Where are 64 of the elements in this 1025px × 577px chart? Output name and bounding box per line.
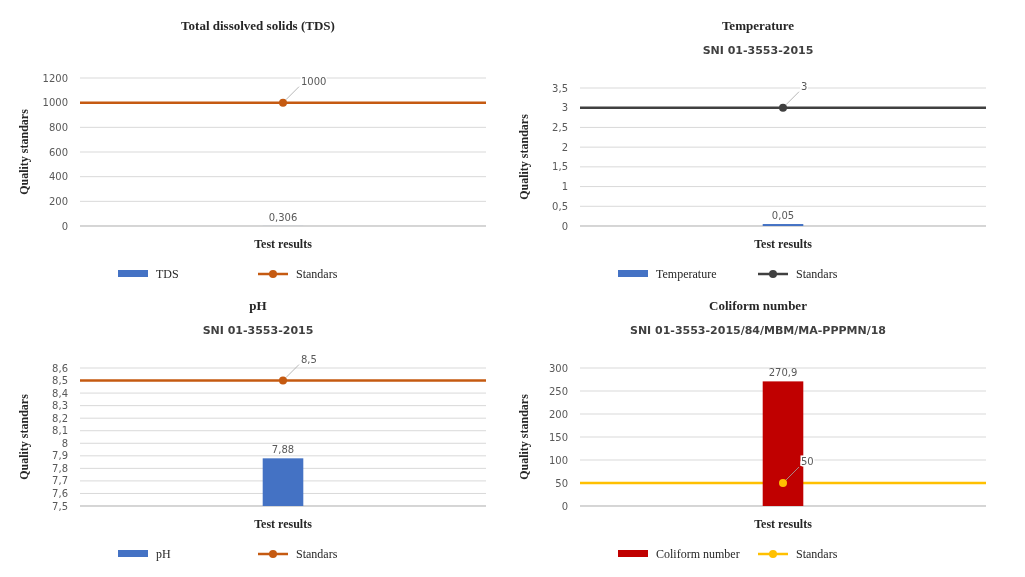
y-tick-label: 1000	[42, 97, 68, 109]
y-tick-label: 8,3	[52, 400, 68, 412]
y-tick-label: 200	[548, 408, 568, 420]
y-tick-label: 8,2	[52, 412, 68, 424]
legend-label: TDS	[156, 267, 179, 282]
legend-label: Coliform number	[656, 547, 740, 562]
x-axis-title: Test results	[254, 517, 313, 531]
data-label: 0,05	[771, 210, 795, 222]
data-label: 7,88	[271, 444, 295, 456]
y-tick-label: 800	[48, 121, 68, 133]
y-tick-label: 0	[61, 220, 68, 232]
y-tick-label: 1200	[42, 72, 68, 84]
y-tick-label: 600	[48, 146, 68, 158]
x-axis-title: Test results	[754, 517, 813, 531]
data-label: 270,9	[768, 367, 798, 379]
data-label: 8,5	[301, 353, 317, 365]
y-tick-label: 0	[561, 500, 568, 512]
x-axis-title: Test results	[754, 237, 813, 251]
y-tick-label: 8,1	[52, 425, 68, 437]
y-tick-label: 1,5	[552, 161, 568, 173]
y-tick-label: 1	[561, 181, 568, 193]
y-tick-label: 250	[548, 385, 568, 397]
chart-title: Temperature	[721, 18, 795, 33]
y-tick-label: 8,4	[52, 387, 68, 399]
legend-label: pH	[156, 547, 171, 562]
legend-label: Standars	[296, 267, 338, 282]
y-axis-title: Quality standars	[17, 393, 31, 480]
y-tick-label: 0,5	[552, 200, 568, 212]
x-axis-title: Test results	[254, 237, 313, 251]
y-tick-label: 7,5	[52, 500, 68, 512]
y-tick-label: 2,5	[552, 121, 568, 133]
y-tick-label: 7,6	[52, 487, 68, 499]
chart-title: Total dissolved solids (TDS)	[181, 18, 335, 33]
chart-title: pH	[249, 298, 267, 313]
y-axis-title: Quality standars	[517, 393, 531, 480]
y-tick-label: 8,6	[52, 362, 68, 374]
chart-subtitle: SNI 01-3553-2015	[702, 44, 814, 57]
data-label: 0,306	[268, 211, 298, 223]
chart-title: Coliform number	[709, 298, 808, 313]
y-axis-title: Quality standars	[17, 108, 31, 195]
legend-label: Standars	[796, 547, 838, 562]
y-tick-label: 2	[561, 141, 568, 153]
y-tick-label: 150	[548, 431, 568, 443]
legend-label: Temperature	[656, 267, 717, 282]
y-tick-label: 400	[48, 171, 68, 183]
y-tick-label: 7,8	[52, 462, 68, 474]
y-tick-label: 50	[555, 477, 568, 489]
y-tick-label: 100	[548, 454, 568, 466]
y-tick-label: 7,9	[52, 450, 68, 462]
y-tick-label: 8,5	[52, 375, 68, 387]
y-tick-label: 8	[61, 437, 68, 449]
legend-label: Standars	[296, 547, 338, 562]
y-tick-label: 200	[48, 195, 68, 207]
legend-label: Standars	[796, 267, 838, 282]
y-tick-label: 0	[561, 220, 568, 232]
y-tick-label: 3	[561, 102, 568, 114]
y-tick-label: 7,7	[52, 475, 68, 487]
data-label: 1000	[301, 75, 327, 87]
data-label: 3	[801, 80, 808, 92]
y-tick-label: 3,5	[552, 82, 568, 94]
chart-subtitle: SNI 01-3553-2015	[202, 324, 314, 337]
y-tick-label: 300	[548, 362, 568, 374]
y-axis-title: Quality standars	[517, 113, 531, 200]
chart-subtitle: SNI 01-3553-2015/84/MBM/MA-PPPMN/18	[629, 324, 887, 337]
